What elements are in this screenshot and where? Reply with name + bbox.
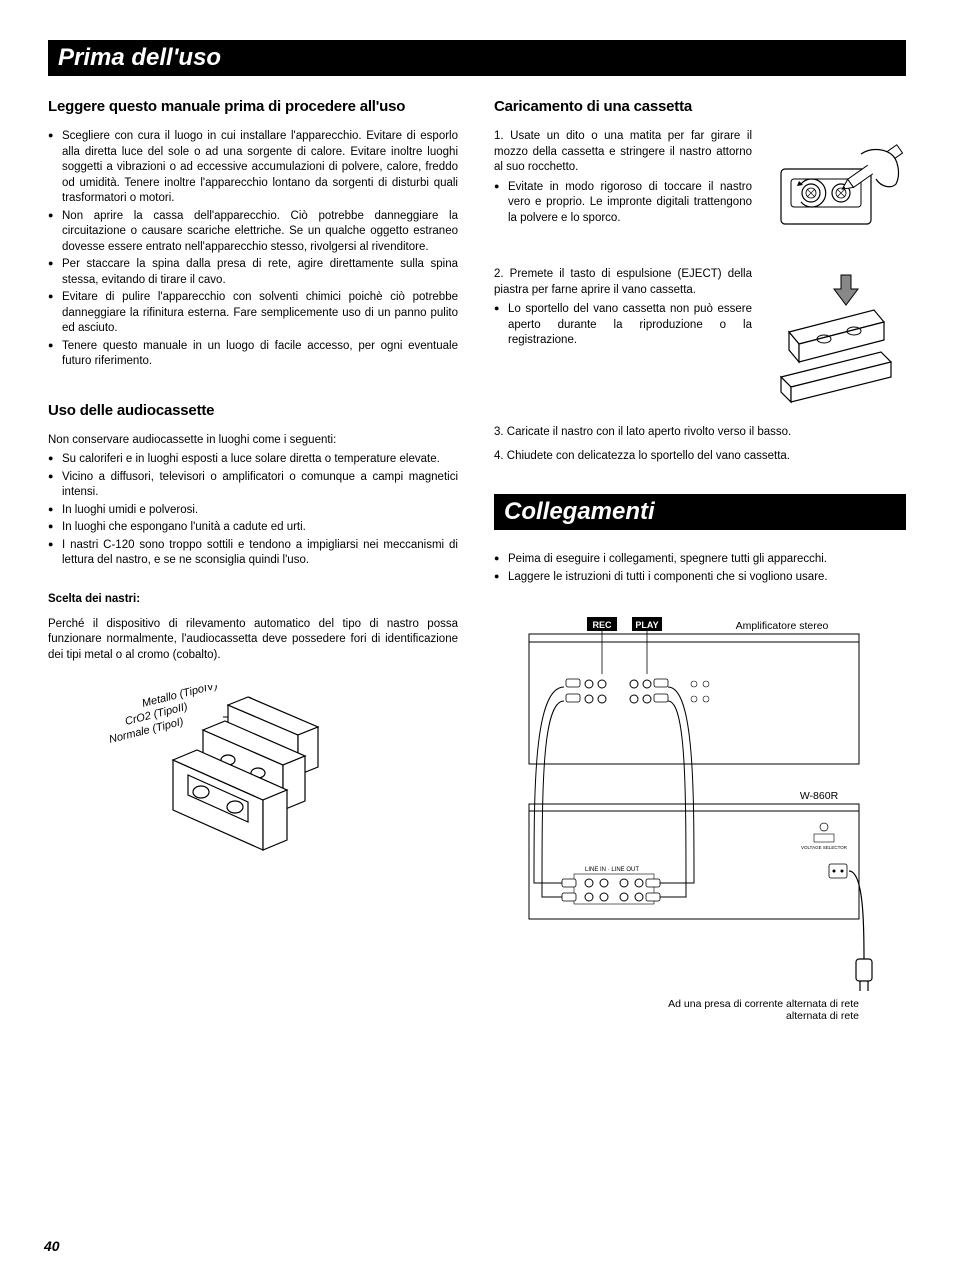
- svg-text:Amplificatore stereo: Amplificatore stereo: [736, 620, 829, 632]
- bullet-item: Per staccare la spina dalla presa di ret…: [48, 257, 458, 288]
- bullets-collegamenti: Peima di eseguire i collegamenti, spegne…: [494, 552, 906, 585]
- bullet-item: Scegliere con cura il luogo in cui insta…: [48, 129, 458, 207]
- svg-text:W-860R: W-860R: [800, 790, 839, 802]
- intro-audiocassette: Non conservare audiocassette in luoghi c…: [48, 433, 458, 449]
- step-text: 3. Caricate il nastro con il lato aperto…: [494, 425, 906, 441]
- subhead-caricamento: Caricamento di una cassetta: [494, 98, 906, 115]
- left-column: Leggere questo manuale prima di proceder…: [48, 98, 458, 1019]
- page-number: 40: [44, 1238, 60, 1254]
- svg-text:Ad una presa di corrente alter: Ad una presa di corrente alternata di re…: [668, 998, 859, 1010]
- bullet-item: Vicino a diffusori, televisori o amplifi…: [48, 470, 458, 501]
- connection-diagram: REC PLAY Amplificatore stereo: [494, 609, 906, 1019]
- bullet-item: Tenere questo manuale in un luogo di fac…: [48, 339, 458, 370]
- svg-text:PLAY: PLAY: [635, 620, 658, 630]
- step-3: 3. Caricate il nastro con il lato aperto…: [494, 425, 906, 441]
- main-columns: Leggere questo manuale prima di proceder…: [48, 98, 906, 1019]
- bullet-item: Evitare di pulire l'apparecchio con solv…: [48, 290, 458, 337]
- step-bullet: Evitate in modo rigoroso di toccare il n…: [494, 180, 752, 227]
- section-header-prima: Prima dell'uso: [48, 40, 906, 76]
- bullet-item: I nastri C-120 sono troppo sottili e ten…: [48, 538, 458, 569]
- bullet-item: Non aprire la cassa dell'apparecchio. Ci…: [48, 209, 458, 256]
- para-scelta: Perché il dispositivo di rilevamento aut…: [48, 617, 458, 664]
- step-2: 2. Premete il tasto di espulsione (EJECT…: [494, 267, 906, 417]
- cassette-type-diagram: Metallo (TipoIV) CrO2 (TipoII) Normale (…: [48, 685, 458, 875]
- bullets-manual: Scegliere con cura il luogo in cui insta…: [48, 129, 458, 370]
- step-1: 1. Usate un dito o una matita per far gi…: [494, 129, 906, 259]
- loading-steps: 1. Usate un dito o una matita per far gi…: [494, 129, 906, 464]
- subhead-manual: Leggere questo manuale prima di proceder…: [48, 98, 458, 115]
- svg-text:VOLTAGE SELECTOR: VOLTAGE SELECTOR: [801, 845, 848, 850]
- right-column: Caricamento di una cassetta 1. Usate un …: [494, 98, 906, 1019]
- svg-text:alternata di rete: alternata di rete: [786, 1010, 859, 1019]
- subhead-audiocassette: Uso delle audiocassette: [48, 402, 458, 419]
- step-text: 1. Usate un dito o una matita per far gi…: [494, 130, 752, 173]
- bullet-item: Peima di eseguire i collegamenti, spegne…: [494, 552, 906, 568]
- step-4: 4. Chiudete con delicatezza lo sportello…: [494, 449, 906, 465]
- step-text: 2. Premete il tasto di espulsione (EJECT…: [494, 268, 752, 296]
- bullet-item: Su caloriferi e in luoghi esposti a luce…: [48, 452, 458, 468]
- step-bullet: Lo sportello del vano cassetta non può e…: [494, 302, 752, 349]
- svg-text:LINE IN · LINE OUT: LINE IN · LINE OUT: [585, 867, 639, 873]
- cassette-pencil-illustration: [766, 129, 906, 259]
- section-header-collegamenti: Collegamenti: [494, 494, 906, 530]
- cassette-insert-illustration: [766, 267, 906, 417]
- bullet-item: In luoghi umidi e polverosi.: [48, 503, 458, 519]
- bullet-item: In luoghi che espongano l'unità a cadute…: [48, 520, 458, 536]
- step-text: 4. Chiudete con delicatezza lo sportello…: [494, 449, 906, 465]
- bullets-audiocassette: Su caloriferi e in luoghi esposti a luce…: [48, 452, 458, 569]
- subsub-scelta: Scelta dei nastri:: [48, 593, 458, 605]
- bullet-item: Laggere le istruzioni di tutti i compone…: [494, 570, 906, 586]
- svg-text:REC: REC: [592, 620, 612, 630]
